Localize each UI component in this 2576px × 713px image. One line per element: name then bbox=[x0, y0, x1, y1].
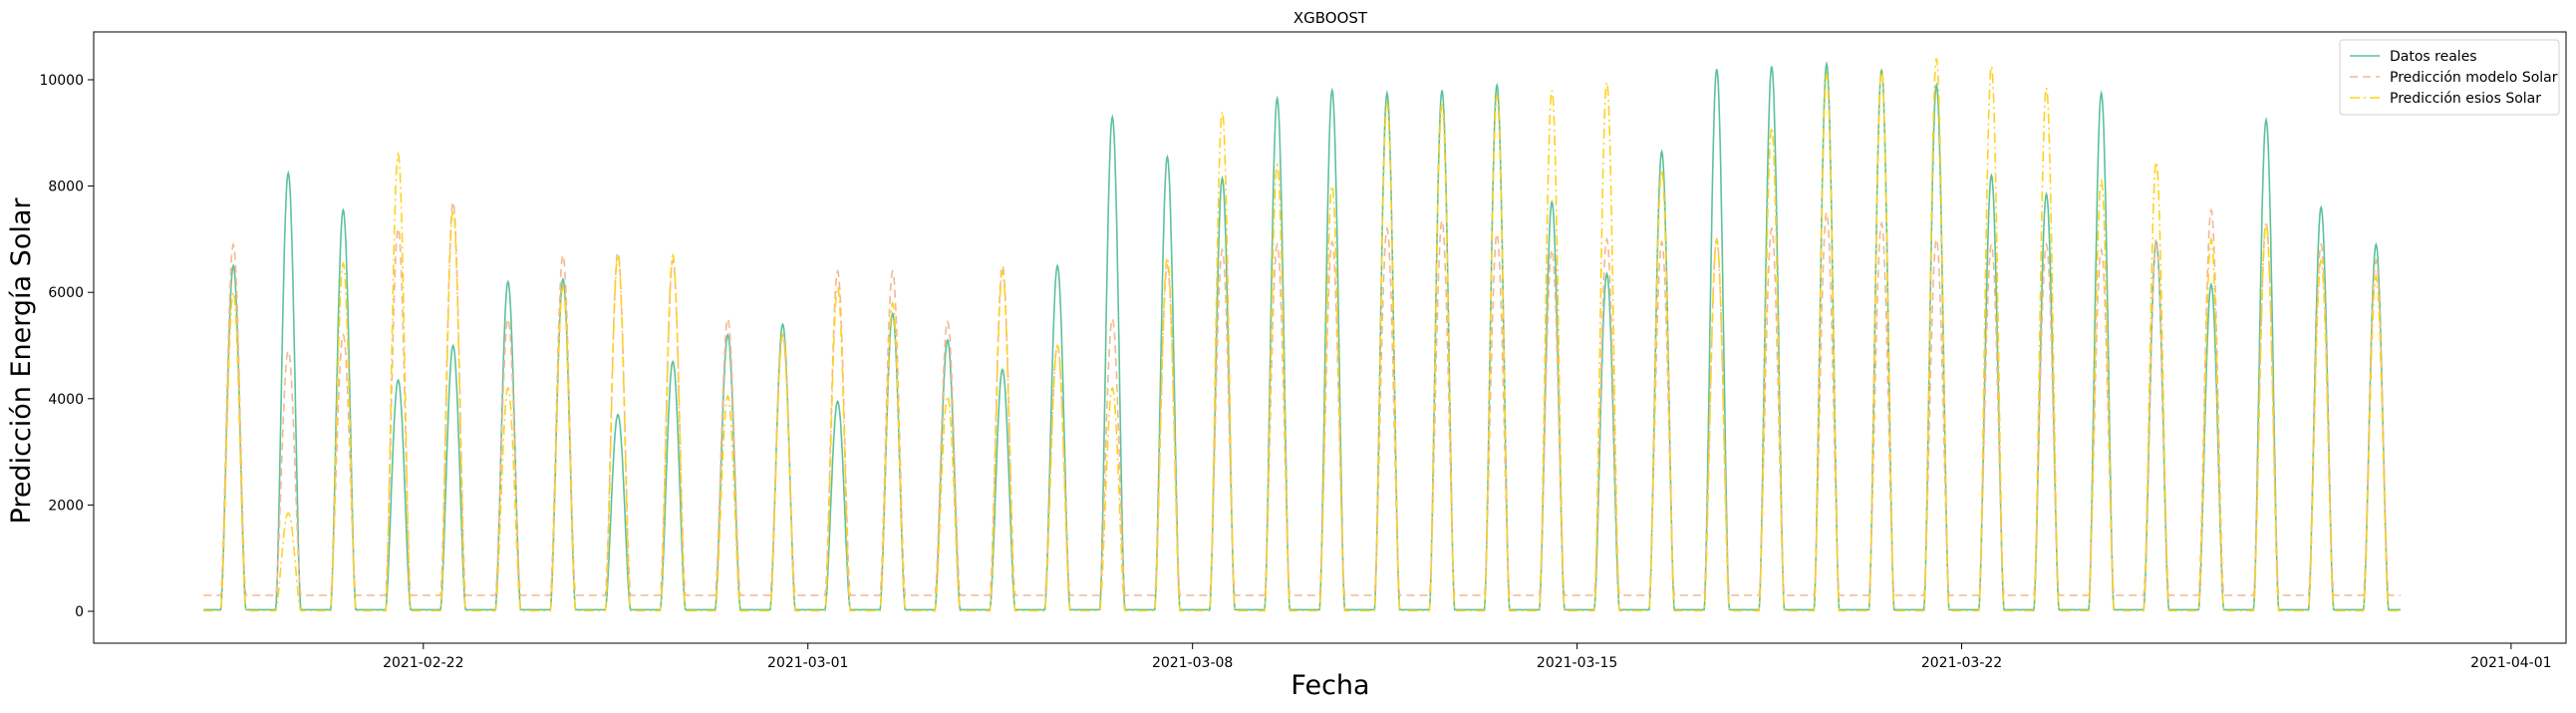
x-tick-label: 2021-03-08 bbox=[1152, 655, 1233, 671]
series-line-1 bbox=[203, 60, 2401, 611]
legend-box bbox=[2339, 39, 2560, 116]
x-tick-label: 2021-04-01 bbox=[2470, 655, 2551, 671]
series-line-3 bbox=[203, 58, 2401, 612]
legend: Datos reales Predicción modelo Solar Predi… bbox=[2339, 39, 2560, 116]
y-tick-label: 8000 bbox=[48, 179, 84, 195]
chart-title: XGBOOST bbox=[1293, 9, 1368, 27]
x-axis-label: Fecha bbox=[1290, 670, 1369, 701]
legend-entry: Predicción modelo Solar bbox=[2390, 70, 2558, 86]
y-tick-label: 4000 bbox=[48, 392, 84, 408]
legend-entry: Predicción esios Solar bbox=[2390, 91, 2541, 107]
y-tick-label: 2000 bbox=[48, 498, 84, 514]
series-layer bbox=[203, 58, 2401, 612]
x-tick-label: 2021-03-01 bbox=[767, 655, 848, 671]
x-tick-label: 2021-02-22 bbox=[383, 655, 463, 671]
y-tick-label: 6000 bbox=[48, 285, 84, 301]
x-tick-label: 2021-03-15 bbox=[1537, 655, 1617, 671]
series-line-2 bbox=[203, 199, 2401, 596]
y-tick-label: 0 bbox=[75, 604, 84, 620]
plot-frame bbox=[93, 31, 2567, 644]
legend-entry: Datos reales bbox=[2390, 49, 2477, 65]
y-axis-label: Predicción Energía Solar bbox=[6, 197, 37, 525]
x-tick-label: 2021-03-22 bbox=[1921, 655, 2002, 671]
x-axis: 2021-02-22 2021-03-01 2021-03-08 2021-03-15… bbox=[383, 643, 2552, 671]
y-tick-label: 10000 bbox=[39, 73, 84, 89]
y-axis: 0 2000 4000 6000 8000 10000 bbox=[39, 73, 94, 620]
